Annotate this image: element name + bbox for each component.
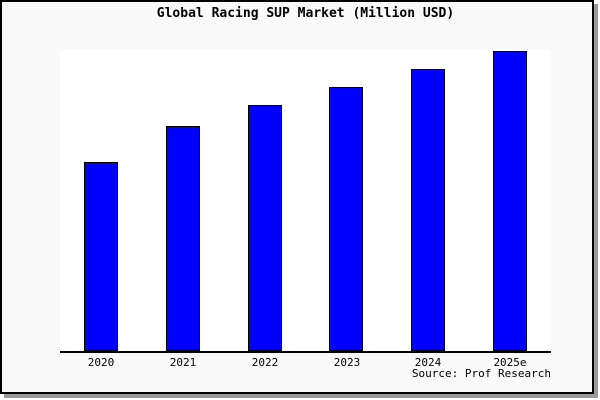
x-tick-label-2022: 2022 [251,356,279,369]
bar-2020 [84,162,118,351]
plot-area [60,50,551,353]
x-tick-label-2021: 2021 [169,356,197,369]
x-axis-labels: 2020 2021 2022 2023 2024 2025e [60,356,551,370]
x-tick-label-2023: 2023 [333,356,361,369]
bar-2024 [411,69,445,351]
bar-2021 [166,126,200,351]
chart-title: Global Racing SUP Market (Million USD) [156,6,455,21]
bar-2025e [493,51,527,351]
x-tick-label-2025e: 2025e [493,356,527,369]
x-tick-label-2020: 2020 [87,356,115,369]
bar-2023 [329,87,363,351]
x-tick-label-2024: 2024 [414,356,442,369]
bar-2022 [248,105,282,351]
source-attribution: Source: Prof Research [411,367,551,380]
